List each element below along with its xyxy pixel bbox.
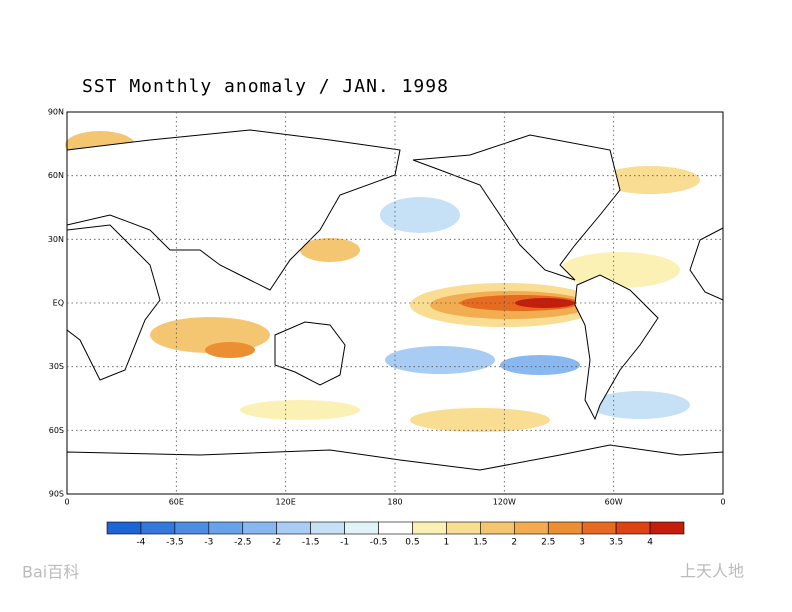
- colorbar-label: -3: [204, 538, 213, 548]
- colorbar-box: [446, 521, 481, 535]
- colorbar-box: [412, 521, 447, 535]
- watermarks: Bai百科 上天人地: [22, 562, 744, 582]
- colorbar-box: [344, 521, 379, 535]
- colorbar-box: [547, 521, 583, 535]
- watermark: 上天人地: [680, 562, 744, 581]
- colorbar-box: [513, 521, 549, 535]
- lon-label: 120E: [276, 498, 296, 507]
- colorbar-label: 0.5: [405, 538, 419, 548]
- colorbar-box: [208, 521, 244, 535]
- lon-label: 120W: [493, 498, 516, 507]
- colorbar-label: 1: [444, 538, 450, 548]
- lat-label: 60S: [49, 426, 64, 435]
- colorbar-label: 2: [511, 538, 517, 548]
- colorbar-label: -4: [136, 538, 145, 548]
- lon-label: 60E: [169, 498, 184, 507]
- watermark: Bai百科: [22, 563, 79, 582]
- colorbar-box: [106, 521, 142, 535]
- title: SST Monthly anomaly / JAN. 1998: [82, 76, 449, 97]
- colorbar-box: [480, 521, 515, 535]
- colorbar-label: -1.5: [302, 538, 320, 548]
- colorbar-box: [310, 521, 345, 535]
- lat-label: 90N: [48, 108, 64, 117]
- colorbar-box: [242, 521, 278, 535]
- colorbar-label: 4: [647, 538, 653, 548]
- colorbar-box: [581, 521, 617, 535]
- colorbar-label: 3: [579, 538, 585, 548]
- lat-label: EQ: [53, 299, 64, 308]
- colorbar-label: -3.5: [166, 538, 184, 548]
- lat-label: 60N: [48, 171, 64, 180]
- colorbar-label: 1.5: [473, 538, 487, 548]
- colorbar-label: 2.5: [541, 538, 555, 548]
- colorbar-label: -1: [340, 538, 349, 548]
- colorbar-label: -0.5: [370, 538, 388, 548]
- lon-label: 0: [64, 498, 69, 507]
- colorbar-box: [174, 521, 210, 535]
- lon-label: 60W: [605, 498, 623, 507]
- lon-label: 180: [387, 498, 402, 507]
- lat-label: 30S: [49, 362, 64, 371]
- colorbar-label: -2.5: [234, 538, 252, 548]
- colorbar-box: [378, 521, 413, 535]
- colorbar-box: [276, 521, 311, 535]
- lat-label: 90S: [49, 490, 64, 499]
- coastlines: [66, 129, 724, 495]
- lon-label: 0: [720, 498, 725, 507]
- colorbar-box: [649, 521, 685, 535]
- lat-label: 30N: [48, 235, 64, 244]
- colorbar-box: [615, 521, 651, 535]
- colorbar-label: -2: [272, 538, 281, 548]
- colorbar-label: 3.5: [609, 538, 623, 548]
- colorbar-box: [140, 521, 176, 535]
